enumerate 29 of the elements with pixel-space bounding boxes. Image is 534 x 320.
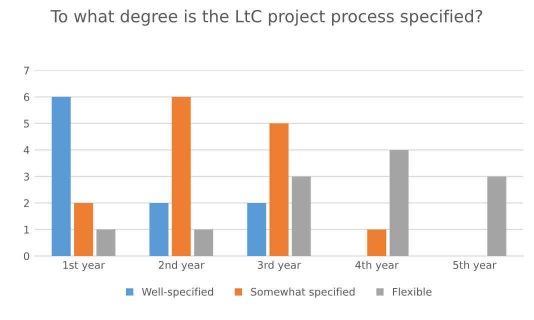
x-tick-label: 2nd year [158,260,204,271]
x-tick-label: 4th year [355,260,399,271]
y-tick-label: 0 [24,252,30,260]
legend-label: Somewhat specified [251,288,355,298]
legend-label: Flexible [392,288,432,296]
bar [172,96,191,256]
bar [270,123,289,256]
bar [247,202,266,256]
x-tick-label: 5th year [453,260,496,271]
bar [194,229,214,256]
y-tick-label: 1 [24,226,29,234]
x-tick-label: 1st year [63,261,105,271]
bar [390,150,409,256]
y-tick-label: 2 [24,199,29,207]
bar [96,229,116,256]
bar [149,202,168,256]
bar [52,96,71,256]
y-tick-label: 7 [24,66,29,74]
bar [74,202,94,256]
chart-title: To what degree is the LtC project process specified? [50,10,482,26]
bar [487,176,506,256]
y-tick-label: 4 [24,146,30,154]
bar [367,229,386,256]
y-tick-label: 5 [24,120,29,128]
x-tick-label: 3rd year [258,260,301,271]
y-tick-label: 6 [24,93,30,102]
legend-label: Well-specified [142,288,213,298]
y-tick-label: 3 [24,172,30,181]
bar [292,176,311,256]
